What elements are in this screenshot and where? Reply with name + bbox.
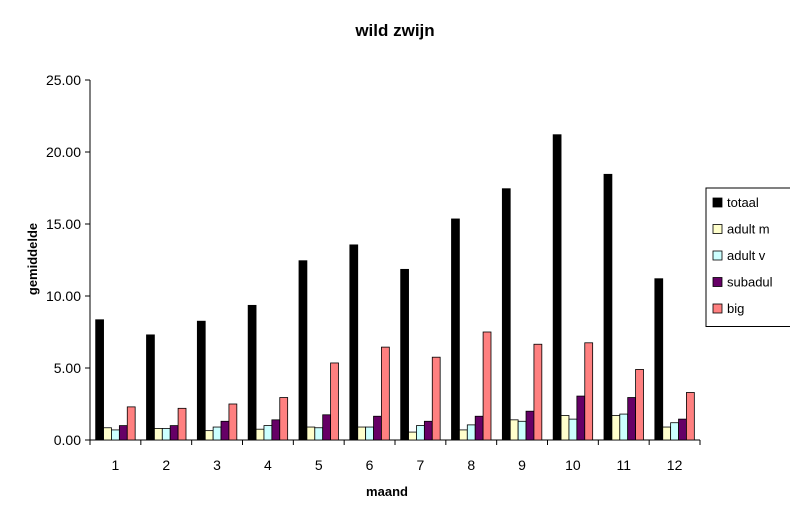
legend-label-totaal: totaal: [727, 195, 759, 210]
y-tick-label: 0.00: [54, 432, 81, 448]
bar-adult-v-month-4: [263, 425, 273, 441]
bar-subadult-month-7: [423, 420, 433, 441]
bar-adult-m-month-12: [662, 426, 672, 441]
bar-totaal-month-5: [298, 260, 308, 441]
bar-subadult-month-2: [169, 425, 179, 441]
bar-big-month-2: [177, 407, 187, 441]
y-tick-label: 10.00: [46, 288, 81, 304]
bar-adult-v-month-1: [111, 429, 120, 441]
legend-label-adult-m: adult m: [727, 222, 770, 237]
bar-adult-m-month-2: [153, 428, 163, 441]
bar-big-month-9: [533, 343, 543, 441]
x-tick-label: 4: [264, 457, 272, 473]
bar-subadult-month-6: [373, 415, 382, 441]
x-tick-label: 3: [213, 457, 221, 473]
bar-adult-m-month-8: [458, 429, 468, 441]
legend-label-big: big: [727, 301, 744, 316]
x-tick-label: 2: [162, 457, 170, 473]
bar-totaal-month-3: [196, 320, 206, 441]
x-tick-label: 7: [417, 457, 425, 473]
bar-adult-m-month-11: [611, 415, 621, 441]
bar-totaal-month-6: [349, 244, 359, 441]
bar-adult-m-month-1: [103, 427, 112, 441]
x-tick-label: 6: [366, 457, 374, 473]
bar-subadult-month-1: [118, 425, 128, 441]
legend: totaal adult m adult v subadul big: [705, 187, 790, 327]
bar-adult-m-month-9: [509, 419, 519, 441]
bar-big-month-4: [279, 397, 289, 441]
bar-big-month-10: [584, 342, 594, 441]
legend-swatch-adult-v: [712, 250, 723, 261]
legend-swatch-adult-m: [712, 224, 723, 234]
legend-swatch-subadult: [712, 277, 723, 287]
bar-subadult-month-3: [220, 420, 230, 441]
bar-subadult-month-8: [474, 415, 484, 441]
y-tick-label: 25.00: [46, 72, 81, 88]
bar-adult-m-month-6: [357, 426, 367, 441]
bar-subadult-month-11: [627, 397, 637, 441]
bar-adult-v-month-10: [568, 418, 578, 441]
x-tick-label: 9: [518, 457, 526, 473]
x-tick-label: 10: [565, 457, 581, 473]
x-tick-label: 8: [467, 457, 475, 473]
y-tick-label: 15.00: [46, 216, 81, 232]
bar-totaal-month-9: [501, 188, 511, 441]
y-tick-label: 5.00: [54, 360, 81, 376]
bar-big-month-7: [431, 356, 441, 441]
bar-subadult-month-12: [678, 418, 687, 441]
bar-adult-v-month-6: [365, 426, 374, 441]
y-axis-title: gemiddelde: [25, 223, 40, 295]
bar-adult-v-month-11: [619, 413, 629, 441]
x-axis-title: maand: [366, 484, 408, 499]
bar-adult-v-month-5: [314, 427, 324, 441]
bar-big-month-6: [381, 346, 390, 441]
x-tick-label: 12: [667, 457, 683, 473]
bar-adult-v-month-12: [670, 422, 679, 441]
bar-big-month-11: [635, 369, 644, 441]
bar-big-month-8: [482, 331, 492, 441]
bar-totaal-month-8: [451, 218, 460, 441]
legend-label-subadult: subadul: [727, 275, 773, 290]
bar-big-month-3: [228, 403, 238, 441]
bar-adult-m-month-10: [560, 415, 570, 441]
bar-totaal-month-2: [146, 334, 155, 441]
bar-adult-m-month-5: [306, 426, 316, 441]
bar-totaal-month-4: [247, 304, 257, 441]
bar-totaal-month-10: [552, 134, 562, 441]
legend-swatch-big: [712, 303, 723, 314]
bar-adult-v-month-8: [466, 424, 476, 441]
bar-adult-m-month-4: [255, 428, 265, 441]
bar-totaal-month-12: [654, 278, 664, 441]
bar-subadult-month-4: [271, 419, 281, 441]
bar-subadult-month-10: [576, 395, 586, 441]
bar-totaal-month-7: [400, 268, 409, 441]
bar-adult-v-month-9: [517, 420, 527, 441]
x-tick-label: 11: [616, 457, 631, 473]
x-tick-label: 1: [112, 457, 120, 473]
chart-title: wild zwijn: [354, 21, 434, 40]
legend-label-adult-v: adult v: [727, 248, 766, 263]
y-tick-label: 20.00: [46, 144, 81, 160]
bar-adult-v-month-2: [161, 428, 171, 441]
bar-subadult-month-5: [322, 414, 332, 441]
bar-big-month-5: [330, 362, 339, 441]
bar-big-month-1: [126, 406, 136, 441]
bar-subadult-month-9: [525, 410, 535, 441]
bar-adult-m-month-7: [408, 431, 417, 441]
legend-swatch-totaal: [712, 197, 723, 208]
bar-adult-m-month-3: [204, 430, 214, 441]
bar-totaal-month-1: [95, 319, 104, 441]
x-tick-label: 5: [315, 457, 323, 473]
bar-totaal-month-11: [603, 173, 613, 441]
bar-adult-v-month-3: [212, 426, 222, 441]
bar-big-month-12: [686, 392, 695, 441]
bar-adult-v-month-7: [416, 425, 425, 441]
